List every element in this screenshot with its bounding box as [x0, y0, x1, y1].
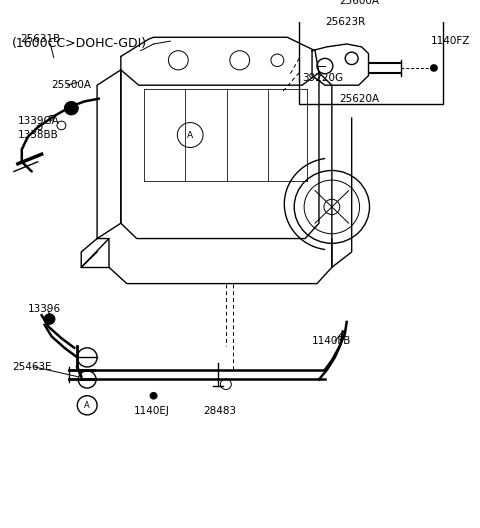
Text: 28483: 28483: [203, 406, 236, 416]
Text: 25620A: 25620A: [339, 93, 379, 103]
Text: 1140FZ: 1140FZ: [431, 36, 470, 46]
Text: 25623R: 25623R: [325, 17, 365, 27]
Text: 25500A: 25500A: [51, 80, 92, 90]
Text: 13396: 13396: [28, 305, 61, 315]
Text: A: A: [187, 130, 193, 139]
Text: 1339GA: 1339GA: [18, 116, 60, 126]
Circle shape: [430, 64, 438, 72]
Circle shape: [150, 392, 157, 400]
Text: 39220G: 39220G: [302, 72, 343, 82]
Text: A: A: [84, 401, 90, 410]
Circle shape: [44, 314, 55, 324]
Text: 1140EJ: 1140EJ: [134, 406, 169, 416]
FancyBboxPatch shape: [299, 7, 443, 105]
Text: 25631B: 25631B: [20, 34, 60, 44]
Text: (1600CC>DOHC-GDI): (1600CC>DOHC-GDI): [12, 37, 147, 50]
Text: 25463E: 25463E: [12, 362, 51, 372]
Text: 1140FB: 1140FB: [312, 336, 351, 346]
Text: 1338BB: 1338BB: [18, 130, 59, 140]
Text: 25600A: 25600A: [339, 0, 379, 6]
Circle shape: [64, 101, 78, 115]
